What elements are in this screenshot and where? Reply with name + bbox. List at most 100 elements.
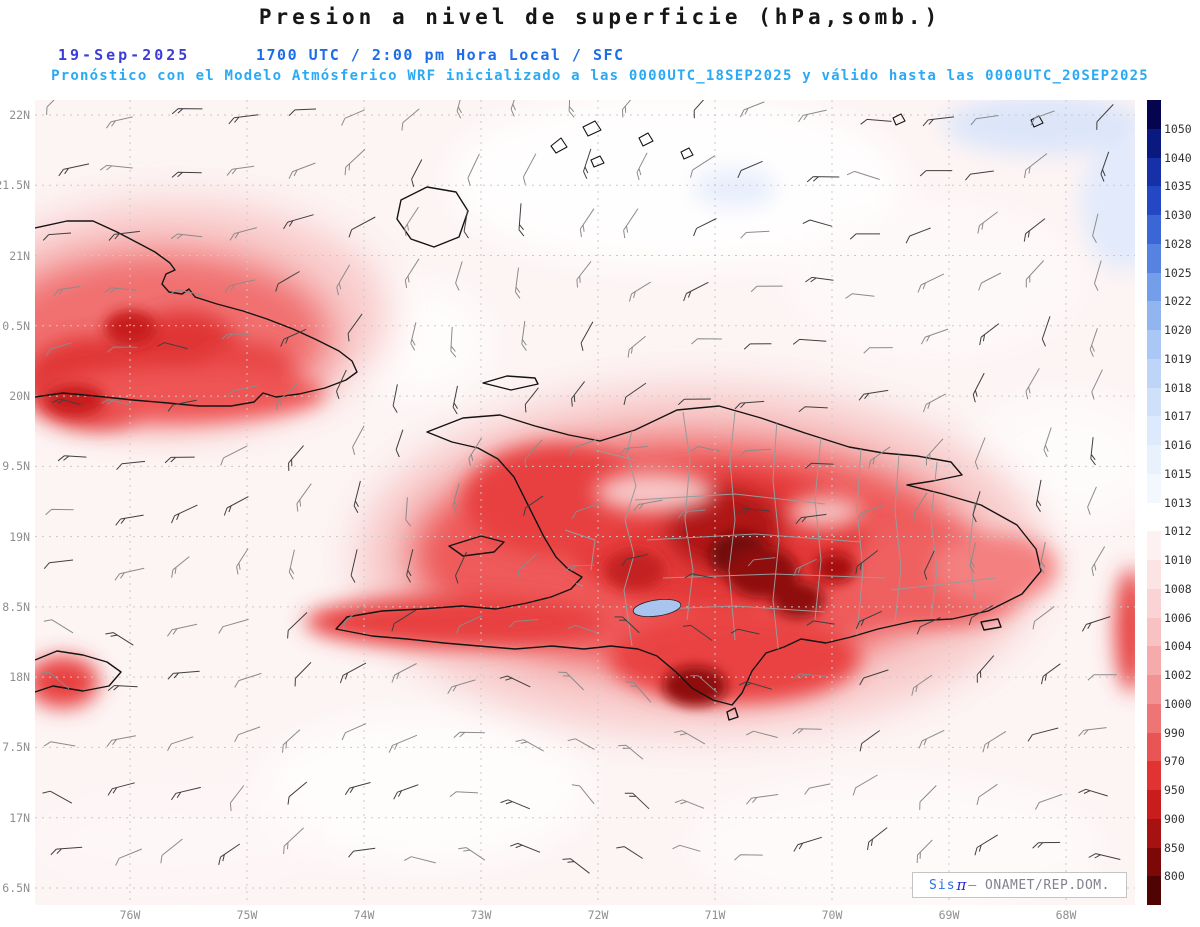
wind-barb bbox=[740, 230, 770, 239]
wind-barbs-layer bbox=[41, 100, 1121, 874]
wind-barb bbox=[917, 273, 945, 293]
wind-barb bbox=[674, 799, 705, 809]
wind-barb bbox=[391, 609, 417, 632]
wind-barb bbox=[104, 287, 137, 293]
wind-barb bbox=[348, 216, 376, 238]
wind-barb bbox=[99, 164, 133, 171]
colorbar-segment bbox=[1147, 358, 1161, 388]
wind-barb bbox=[1041, 316, 1051, 347]
colorbar-label: 1013 bbox=[1164, 495, 1192, 510]
wind-barb bbox=[1081, 616, 1111, 632]
watermark-brand: Sis bbox=[929, 877, 956, 893]
date-label: 19-Sep-2025 bbox=[58, 46, 191, 64]
colorbar-segment bbox=[1147, 617, 1161, 647]
wind-barb bbox=[623, 382, 647, 406]
wind-barb bbox=[336, 264, 351, 296]
wind-barb bbox=[282, 729, 301, 753]
colorbar-label: 1018 bbox=[1164, 380, 1192, 395]
wind-barb bbox=[156, 342, 188, 350]
wind-barb bbox=[42, 232, 72, 241]
wind-barb bbox=[621, 554, 648, 567]
colorbar-segment bbox=[1147, 876, 1161, 905]
wind-barb bbox=[280, 328, 307, 347]
wind-barb bbox=[107, 685, 138, 691]
wind-barb bbox=[849, 233, 880, 240]
wind-barb bbox=[339, 662, 367, 684]
wind-barb bbox=[171, 108, 203, 115]
colorbar-label: 990 bbox=[1164, 725, 1185, 740]
wind-barb bbox=[452, 483, 460, 513]
wind-barb bbox=[107, 346, 138, 353]
wind-barb bbox=[341, 109, 365, 126]
wind-barb bbox=[1043, 427, 1052, 458]
wind-barb bbox=[690, 675, 718, 693]
colorbar-label: 1004 bbox=[1164, 639, 1192, 654]
wind-barb bbox=[737, 508, 770, 514]
colorbar-segment bbox=[1147, 215, 1161, 244]
wind-barb bbox=[455, 551, 467, 584]
wind-barb bbox=[344, 148, 366, 176]
wind-barb bbox=[863, 347, 893, 354]
wind-barb bbox=[348, 847, 376, 858]
wind-barb bbox=[672, 844, 701, 852]
longitude-axis: 76W 75W 74W 73W 72W 71W 70W 69W 68W bbox=[35, 903, 1135, 925]
wind-barb bbox=[802, 219, 833, 227]
colorbar-segment bbox=[1147, 128, 1161, 158]
wind-barb bbox=[287, 781, 308, 805]
wind-barb bbox=[170, 289, 202, 296]
wind-barb bbox=[567, 738, 595, 750]
wind-barb bbox=[229, 785, 245, 811]
wind-barb bbox=[510, 842, 541, 853]
wind-barb bbox=[968, 604, 994, 626]
wind-barb bbox=[628, 281, 651, 302]
wind-barb bbox=[164, 456, 195, 464]
wind-barb bbox=[452, 385, 458, 415]
wind-barb bbox=[405, 497, 412, 527]
wind-barb bbox=[860, 118, 892, 125]
great-inagua-coastline bbox=[396, 186, 469, 248]
wind-barb bbox=[43, 741, 76, 747]
coastlines-layer bbox=[35, 113, 1044, 721]
wind-barb bbox=[336, 369, 347, 400]
wind-barb bbox=[793, 558, 817, 577]
wind-barb bbox=[101, 399, 132, 406]
wind-barb bbox=[347, 313, 363, 342]
lake-enriquillo bbox=[632, 599, 682, 617]
cuba-coastline bbox=[35, 220, 358, 407]
lon-label: 72W bbox=[587, 908, 609, 922]
wind-barb bbox=[1025, 368, 1040, 400]
wind-barb bbox=[569, 439, 597, 456]
wind-barb bbox=[1034, 793, 1063, 810]
wind-barb bbox=[977, 211, 998, 234]
wind-barb bbox=[730, 628, 760, 635]
wind-barb bbox=[1088, 853, 1121, 860]
wind-barb bbox=[283, 827, 304, 855]
lat-label: 22N bbox=[9, 108, 30, 122]
wind-barb bbox=[867, 827, 888, 850]
wind-barb bbox=[105, 632, 134, 646]
wind-barb bbox=[916, 839, 933, 864]
wind-barb bbox=[450, 326, 457, 358]
wind-barb bbox=[391, 663, 417, 683]
wind-barb bbox=[296, 483, 312, 512]
wind-barb bbox=[288, 445, 304, 471]
colorbar-segment bbox=[1147, 646, 1161, 675]
colorbar-label: 1010 bbox=[1164, 553, 1192, 567]
wind-barb bbox=[458, 847, 486, 861]
wind-barb bbox=[1094, 260, 1102, 291]
colorbar-label: 1028 bbox=[1164, 236, 1192, 251]
wind-barb bbox=[677, 509, 706, 519]
wind-barb bbox=[737, 160, 763, 179]
wind-barb bbox=[1039, 541, 1046, 574]
wind-barb bbox=[114, 567, 145, 581]
wind-barb bbox=[167, 736, 194, 752]
wind-barb bbox=[467, 153, 480, 186]
wind-barb bbox=[43, 559, 74, 570]
wind-barb bbox=[105, 116, 133, 129]
wind-barb bbox=[684, 573, 713, 579]
wind-barb bbox=[797, 109, 827, 123]
wind-barb bbox=[859, 730, 880, 752]
wind-barb bbox=[229, 227, 257, 241]
wind-barb bbox=[845, 293, 875, 299]
wind-barb bbox=[453, 731, 485, 738]
